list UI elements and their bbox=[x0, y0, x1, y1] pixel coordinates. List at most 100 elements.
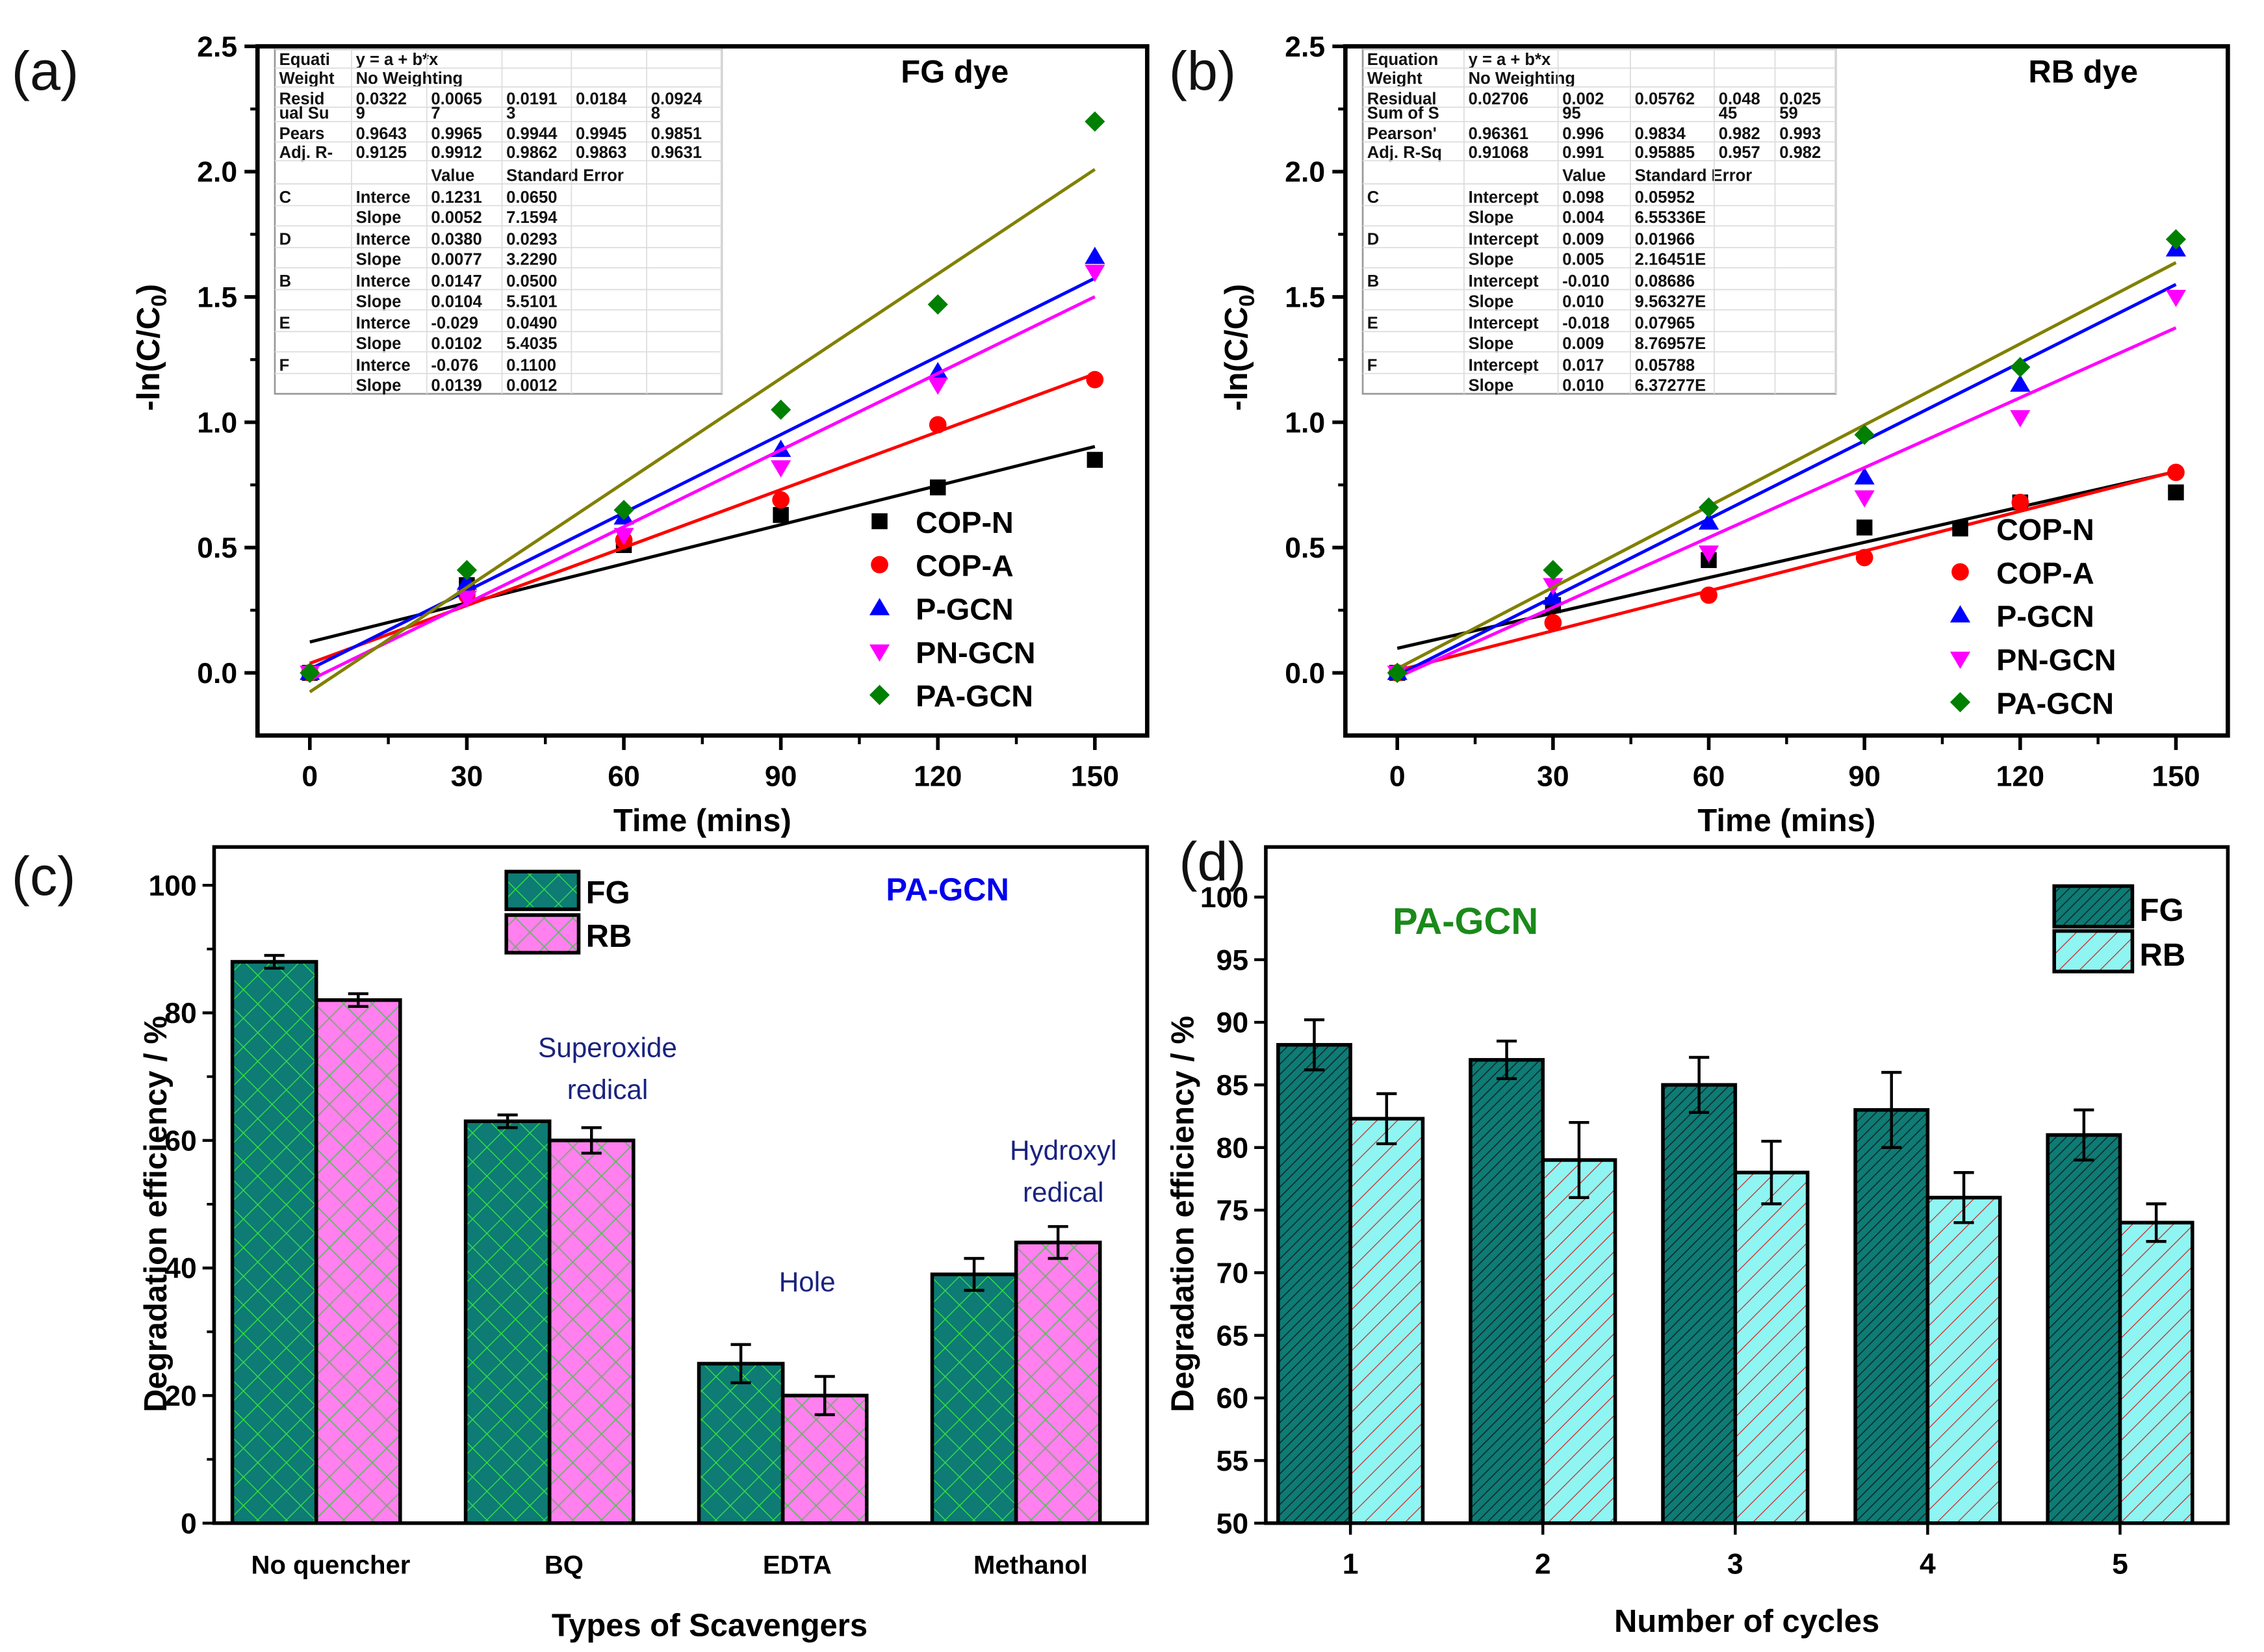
x-tick-label: No quencher bbox=[251, 1551, 411, 1580]
legend-marker bbox=[871, 513, 888, 530]
x-tick-label: 120 bbox=[1996, 761, 2044, 793]
fit-table-cell: No Weighting bbox=[1469, 70, 1575, 88]
fit-table-cell: 0.0650 bbox=[506, 188, 557, 207]
y-axis-label: Degradation efficiency / % bbox=[1166, 1016, 1201, 1412]
fit-table-cell: Interce bbox=[356, 188, 411, 207]
y-tick-label: 2.0 bbox=[1285, 157, 1325, 188]
fit-table-cell: 45 bbox=[1719, 105, 1737, 123]
fit-table-cell: Residual bbox=[1367, 90, 1437, 108]
fit-table-cell: 0.96361 bbox=[1469, 125, 1529, 143]
fit-table-cell: 0.0490 bbox=[506, 315, 557, 333]
y-axis-label-main: -ln(C/C bbox=[1219, 307, 1254, 411]
annotation: Superoxide bbox=[538, 1032, 677, 1063]
fit-table-cell: F bbox=[1367, 356, 1378, 374]
fit-table-cell: 0.0322 bbox=[356, 90, 407, 108]
legend: FG RB bbox=[2052, 884, 2185, 974]
y-tick-label: 60 bbox=[164, 1125, 197, 1157]
bar-rb bbox=[1348, 1116, 1425, 1525]
fit-table-cell: y = a + b*x bbox=[1469, 51, 1551, 69]
panel-label: (c) bbox=[12, 845, 76, 907]
fit-table-cell: 0.0500 bbox=[506, 272, 557, 290]
legend-swatch-rb bbox=[504, 913, 581, 955]
fit-table-cell: Slope bbox=[356, 209, 402, 227]
data-point bbox=[1087, 452, 1103, 468]
fit-table-cell: Slope bbox=[1469, 377, 1514, 395]
legend: FG RB bbox=[504, 870, 632, 955]
data-point bbox=[2010, 357, 2031, 378]
legend-label: P-GCN bbox=[916, 593, 1014, 626]
fit-line bbox=[309, 168, 1096, 693]
fit-table-cell: Intercept bbox=[1469, 188, 1539, 207]
fit-table-cell: B bbox=[279, 272, 291, 290]
plot-frame bbox=[212, 845, 1150, 1525]
legend-marker bbox=[1949, 605, 1971, 623]
data-point bbox=[1854, 490, 1875, 508]
fit-table-cell: -0.010 bbox=[1562, 272, 1610, 290]
fit-table-cell: 5.4035 bbox=[506, 335, 557, 353]
fit-table-cell: Value bbox=[1562, 166, 1606, 185]
y-tick-label: 0.0 bbox=[1285, 658, 1325, 690]
data-point bbox=[772, 491, 790, 509]
x-tick-label: Methanol bbox=[973, 1551, 1088, 1580]
data-point bbox=[456, 590, 477, 608]
fit-table-cell: 0.0077 bbox=[431, 251, 482, 269]
fit-table-cell: Slope bbox=[356, 377, 402, 395]
data-point bbox=[1543, 587, 1563, 605]
x-tick-label: 150 bbox=[1071, 761, 1119, 793]
y-tick-label: 0 bbox=[181, 1508, 197, 1540]
fit-table-cell: 0.0102 bbox=[431, 335, 482, 353]
fit-table-cell: 0.9834 bbox=[1635, 125, 1686, 143]
y-tick-label: 40 bbox=[164, 1253, 197, 1285]
fit-table-cell: 0.0191 bbox=[506, 90, 557, 108]
fit-table-cell: 0.982 bbox=[1779, 144, 1821, 162]
panel-b: (b) 0.0 0.5 1.0 1.5 2.0 2.5 0 30 60 90 120 150 Time (… bbox=[1169, 31, 2230, 838]
fit-table-cell: Slope bbox=[1469, 251, 1514, 269]
legend-label: COP-N bbox=[1996, 513, 2094, 547]
data-point bbox=[613, 528, 634, 545]
data-point bbox=[929, 479, 946, 496]
data-point bbox=[1387, 662, 1408, 683]
y-tick-label: 60 bbox=[1216, 1383, 1249, 1415]
series-pn-gcn bbox=[300, 265, 1105, 683]
fit-table-cell: 0.009 bbox=[1562, 231, 1604, 249]
bar-rb bbox=[1733, 1170, 1810, 1525]
y-tick-label: 2.5 bbox=[197, 31, 237, 63]
legend-label: PN-GCN bbox=[1996, 643, 2116, 677]
fit-table-cell: 3 bbox=[506, 105, 515, 123]
fit-table-cell: 0.9863 bbox=[576, 144, 626, 162]
fit-table-cell: 0.048 bbox=[1719, 90, 1760, 108]
fit-table-cell: Resid bbox=[279, 90, 325, 108]
fit-table-cell: 0.0012 bbox=[506, 377, 557, 395]
y-tick-label: 1.0 bbox=[197, 407, 237, 439]
legend-marker bbox=[1949, 651, 1971, 669]
bar-fg bbox=[230, 960, 318, 1525]
x-tick-label: 60 bbox=[608, 761, 640, 793]
data-point bbox=[773, 507, 789, 523]
y-tick-label: 85 bbox=[1216, 1070, 1249, 1102]
data-point bbox=[2167, 463, 2185, 482]
y-tick-label: 75 bbox=[1216, 1195, 1249, 1227]
panel-label: (b) bbox=[1169, 40, 1236, 101]
x-tick-label: 30 bbox=[1537, 761, 1569, 793]
x-tick-label: 3 bbox=[1727, 1549, 1743, 1581]
fit-table-cell: Adj. R-Sq bbox=[1367, 144, 1442, 162]
fit-table-cell: Interce bbox=[356, 356, 411, 374]
fit-table-cell: Slope bbox=[356, 292, 402, 311]
fit-table-cell: Value bbox=[431, 166, 474, 185]
fit-table-cell: B bbox=[1367, 272, 1379, 290]
bar-rb bbox=[1014, 1241, 1102, 1525]
series-cop-a bbox=[1388, 463, 2185, 682]
annotation: redical bbox=[1023, 1177, 1104, 1207]
fit-table-cell: Adj. R- bbox=[279, 144, 333, 162]
legend-marker bbox=[869, 684, 890, 705]
legend-label: PN-GCN bbox=[916, 636, 1035, 669]
fit-line bbox=[1396, 283, 2177, 677]
fit-table-cell: Slope bbox=[356, 335, 402, 353]
fit-table-cell: 0.1231 bbox=[431, 188, 482, 207]
legend-marker bbox=[1951, 563, 1969, 581]
y-tick-label: 2.0 bbox=[197, 157, 237, 188]
x-tick-label: 30 bbox=[451, 761, 483, 793]
chart-title: PA-GCN bbox=[886, 873, 1009, 908]
